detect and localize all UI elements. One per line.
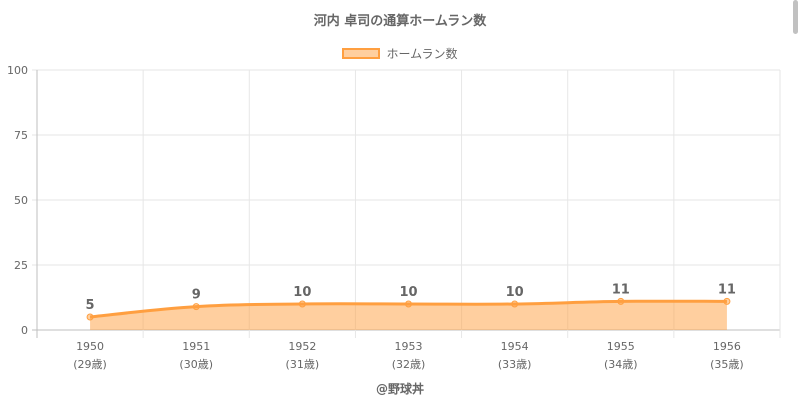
legend[interactable]: ホームラン数 [0,45,800,62]
credit-text: @野球丼 [375,382,424,396]
data-point [723,297,731,305]
y-tick-label: 25 [14,259,28,272]
data-point [511,300,519,308]
data-label: 10 [399,285,417,300]
legend-swatch [342,48,381,59]
y-tick-label: 0 [21,324,28,337]
x-tick-sublabel: (33歳) [498,358,532,371]
data-point [617,297,625,305]
y-tick-label: 50 [14,194,28,207]
x-tick-label: 1955 [607,340,635,353]
scrollbar[interactable] [793,0,798,34]
x-tick-label: 1953 [395,340,423,353]
data-label: 10 [506,285,524,300]
x-tick-sublabel: (34歳) [604,358,638,371]
x-tick-label: 1951 [182,340,210,353]
x-tick-sublabel: (31歳) [286,358,320,371]
y-tick-label: 75 [14,129,28,142]
series-area [90,301,727,330]
x-tick-label: 1952 [288,340,316,353]
x-tick-sublabel: (32歳) [392,358,426,371]
y-tick-label: 100 [7,64,28,77]
data-label: 11 [612,282,630,297]
data-label: 9 [192,288,201,303]
x-tick-label: 1954 [501,340,529,353]
x-tick-sublabel: (35歳) [710,358,744,371]
data-point [192,303,200,311]
data-label: 11 [718,282,736,297]
data-label: 5 [86,298,95,313]
data-point [405,300,412,308]
data-point [298,300,306,308]
data-point [86,313,94,321]
data-label: 10 [293,285,311,300]
x-tick-sublabel: (30歳) [179,358,213,371]
chart-title: 河内 卓司の通算ホームラン数 [313,14,487,29]
x-tick-label: 1956 [713,340,741,353]
x-tick-label: 1950 [76,340,104,353]
legend-label: ホームラン数 [386,47,458,61]
x-tick-sublabel: (29歳) [73,358,107,371]
